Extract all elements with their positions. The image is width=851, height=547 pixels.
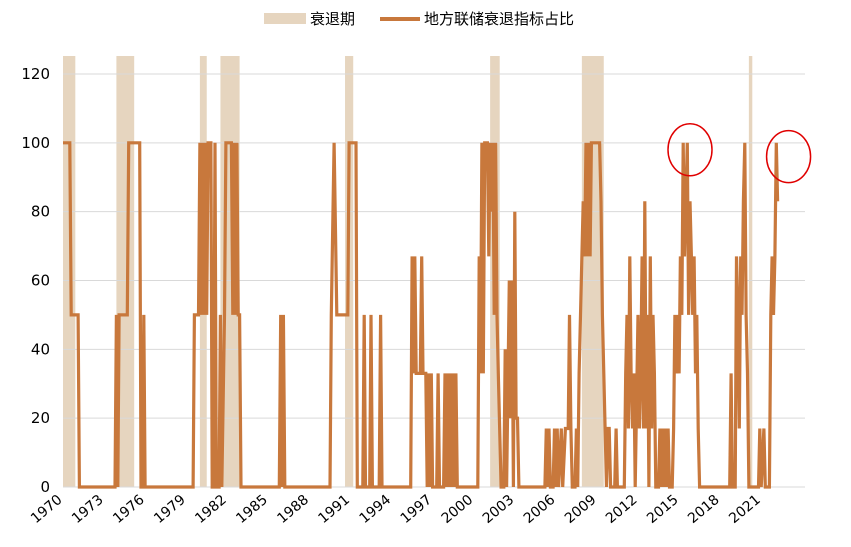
recession-band (748, 56, 753, 487)
x-tick-label: 1988 (274, 492, 312, 527)
x-tick-label: 1982 (192, 492, 230, 527)
highlight-circle (667, 122, 713, 177)
legend: 衰退期 地方联储衰退指标占比 (264, 10, 574, 28)
x-tick-label: 1973 (69, 492, 107, 527)
legend-recession-swatch (264, 13, 306, 24)
legend-line-label: 地方联储衰退指标占比 (424, 10, 574, 28)
x-tick-label: 2000 (439, 492, 477, 527)
y-tick-label: 40 (31, 340, 50, 358)
y-tick-label: 0 (40, 478, 50, 496)
x-tick-label: 1991 (315, 492, 353, 527)
x-tick-label: 2018 (685, 492, 723, 527)
y-tick-label: 120 (21, 65, 50, 83)
series-line (63, 141, 780, 489)
y-tick-label: 100 (21, 134, 50, 152)
x-tick-label: 1997 (398, 492, 436, 527)
y-tick-label: 20 (31, 409, 50, 427)
recession-band (63, 56, 76, 487)
x-tick-label: 1994 (357, 492, 395, 527)
x-axis: 1970 1973 1976 1979 1982 1985 1988 1991 1994 1997… (28, 492, 764, 527)
x-tick-label: 1979 (151, 492, 189, 527)
x-tick-label: 1985 (233, 492, 271, 527)
highlight-circles (667, 122, 812, 184)
x-tick-label: 1976 (110, 492, 148, 527)
y-axis: 0 20 40 60 80 100 120 (21, 65, 50, 496)
legend-recession-label: 衰退期 (310, 10, 355, 28)
y-tick-label: 80 (31, 203, 50, 221)
x-tick-label: 2006 (521, 492, 559, 527)
x-tick-label: 2009 (562, 492, 600, 527)
highlight-circle (765, 129, 812, 184)
x-tick-label: 1970 (28, 492, 66, 527)
x-tick-label: 2021 (726, 492, 764, 527)
x-tick-label: 2015 (644, 492, 682, 527)
x-tick-label: 2012 (603, 492, 641, 527)
y-tick-label: 60 (31, 272, 50, 290)
x-tick-label: 2003 (480, 492, 518, 527)
